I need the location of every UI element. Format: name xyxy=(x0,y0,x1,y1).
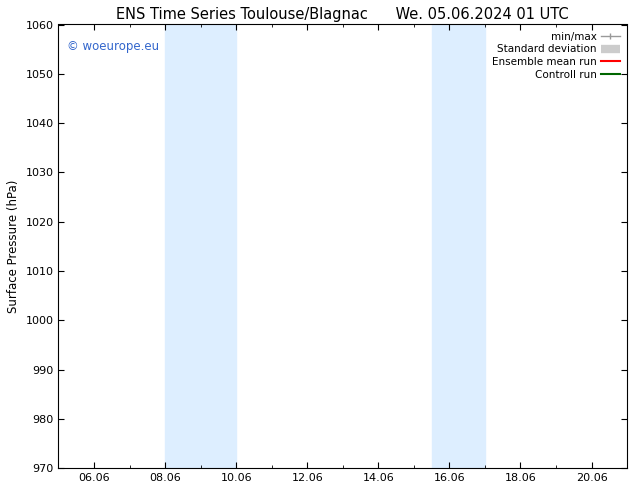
Legend: min/max, Standard deviation, Ensemble mean run, Controll run: min/max, Standard deviation, Ensemble me… xyxy=(490,30,622,82)
Bar xyxy=(165,24,236,468)
Text: © woeurope.eu: © woeurope.eu xyxy=(67,40,159,53)
Y-axis label: Surface Pressure (hPa): Surface Pressure (hPa) xyxy=(7,180,20,313)
Title: ENS Time Series Toulouse/Blagnac      We. 05.06.2024 01 UTC: ENS Time Series Toulouse/Blagnac We. 05.… xyxy=(117,7,569,22)
Bar xyxy=(432,24,485,468)
